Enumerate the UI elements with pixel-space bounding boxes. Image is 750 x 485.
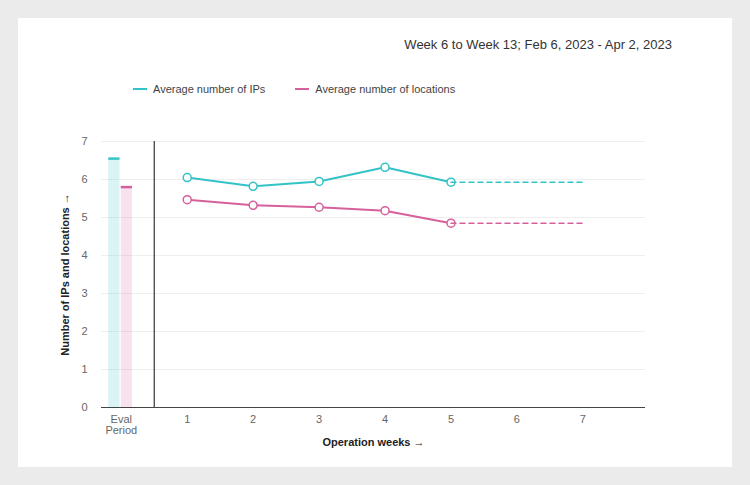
html-text:Week 6 to Week 13; Feb 6, 2023: Week 6 to Week 13; Feb 6, 2023 - Apr 2, …	[404, 37, 672, 52]
svg-text:7: 7	[580, 413, 586, 425]
svg-text:2: 2	[250, 413, 256, 425]
svg-text:Operation weeks →: Operation weeks →	[322, 436, 424, 448]
svg-text:3: 3	[316, 413, 322, 425]
svg-text:1: 1	[184, 413, 190, 425]
html-text:Average number of locations: Average number of locations	[315, 83, 456, 95]
svg-text:5: 5	[81, 211, 87, 223]
svg-text:3: 3	[81, 287, 87, 299]
svg-text:0: 0	[81, 401, 87, 413]
svg-text:EvalPeriod: EvalPeriod	[105, 413, 137, 436]
svg-text:6: 6	[514, 413, 520, 425]
svg-text:6: 6	[81, 173, 87, 185]
svg-text:5: 5	[448, 413, 454, 425]
html-text:Average number of IPs: Average number of IPs	[153, 83, 266, 95]
svg-text:2: 2	[81, 325, 87, 337]
svg-text:4: 4	[81, 249, 87, 261]
svg-text:4: 4	[382, 413, 388, 425]
svg-text:7: 7	[81, 135, 87, 147]
svg-text:Number of IPs and locations →: Number of IPs and locations →	[59, 193, 71, 356]
svg-text:1: 1	[81, 363, 87, 375]
